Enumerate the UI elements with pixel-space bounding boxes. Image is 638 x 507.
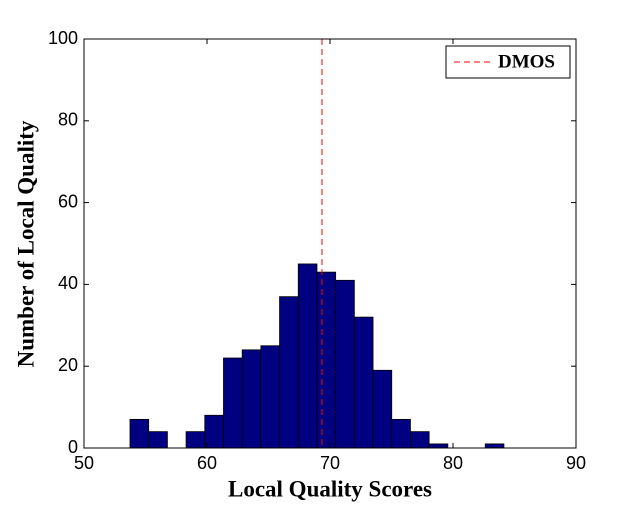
y-axis-label: Number of Local Quality [13, 120, 38, 367]
bar [316, 271, 337, 449]
bar [148, 431, 168, 449]
bar [428, 443, 449, 449]
legend-label: DMOS [498, 51, 555, 72]
y-tick-label: 40 [58, 273, 78, 293]
x-tick-label: 60 [197, 453, 217, 473]
y-tick-label: 0 [68, 437, 78, 457]
bar [279, 296, 299, 449]
bar [410, 431, 430, 449]
bar [204, 414, 224, 449]
x-tick-label: 70 [320, 453, 340, 473]
bar [297, 263, 318, 449]
bar [241, 349, 262, 449]
bar [223, 357, 243, 449]
x-tick-label: 90 [566, 453, 586, 473]
bar [129, 418, 150, 449]
bar [372, 369, 393, 449]
bar [335, 279, 355, 449]
bar [484, 443, 505, 449]
bar [353, 316, 374, 449]
x-axis-label: Local Quality Scores [228, 476, 432, 501]
y-tick-label: 80 [58, 110, 78, 130]
bar [185, 431, 206, 449]
x-tick-label: 80 [443, 453, 463, 473]
x-tick-label: 50 [74, 453, 94, 473]
y-tick-label: 60 [58, 191, 78, 211]
y-tick-label: 100 [48, 28, 78, 48]
y-tick-label: 20 [58, 355, 78, 375]
bar [260, 345, 280, 449]
bar [391, 418, 411, 449]
